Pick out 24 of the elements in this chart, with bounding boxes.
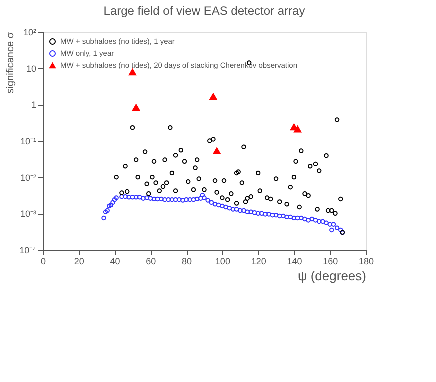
point [210, 93, 218, 100]
y-tick-label: 10⁻³ [20, 209, 36, 220]
y-tick-label: 1 [31, 100, 36, 110]
y-tick-label: 10⁻¹ [20, 136, 36, 146]
x-tick-label: 160 [323, 256, 338, 266]
x-tick-label: 80 [182, 256, 192, 266]
x-tick-label: 120 [251, 256, 266, 266]
point [213, 148, 221, 154]
x-tick-label: 0 [40, 256, 46, 266]
x-tick-label: 180 [358, 256, 374, 266]
x-tick-label: 140 [287, 256, 302, 266]
chart-title: Large field of view EAS detector array [104, 4, 306, 18]
point [132, 104, 140, 112]
y-tick-label: 10⁻² [20, 172, 36, 183]
y-axis-title: significance σ [6, 32, 17, 94]
x-tick-label: 60 [146, 256, 156, 266]
x-axis-title: ψ (degrees) [298, 268, 366, 284]
y-tick-label: 10² [23, 28, 36, 38]
point [294, 126, 302, 133]
x-tick-label: 100 [215, 256, 230, 266]
x-tick-label: 40 [110, 256, 120, 266]
y-tick-label: 10⁻⁴ [20, 246, 37, 256]
x-tick-label: 20 [74, 256, 84, 266]
y-tick-label: 10 [26, 64, 36, 74]
